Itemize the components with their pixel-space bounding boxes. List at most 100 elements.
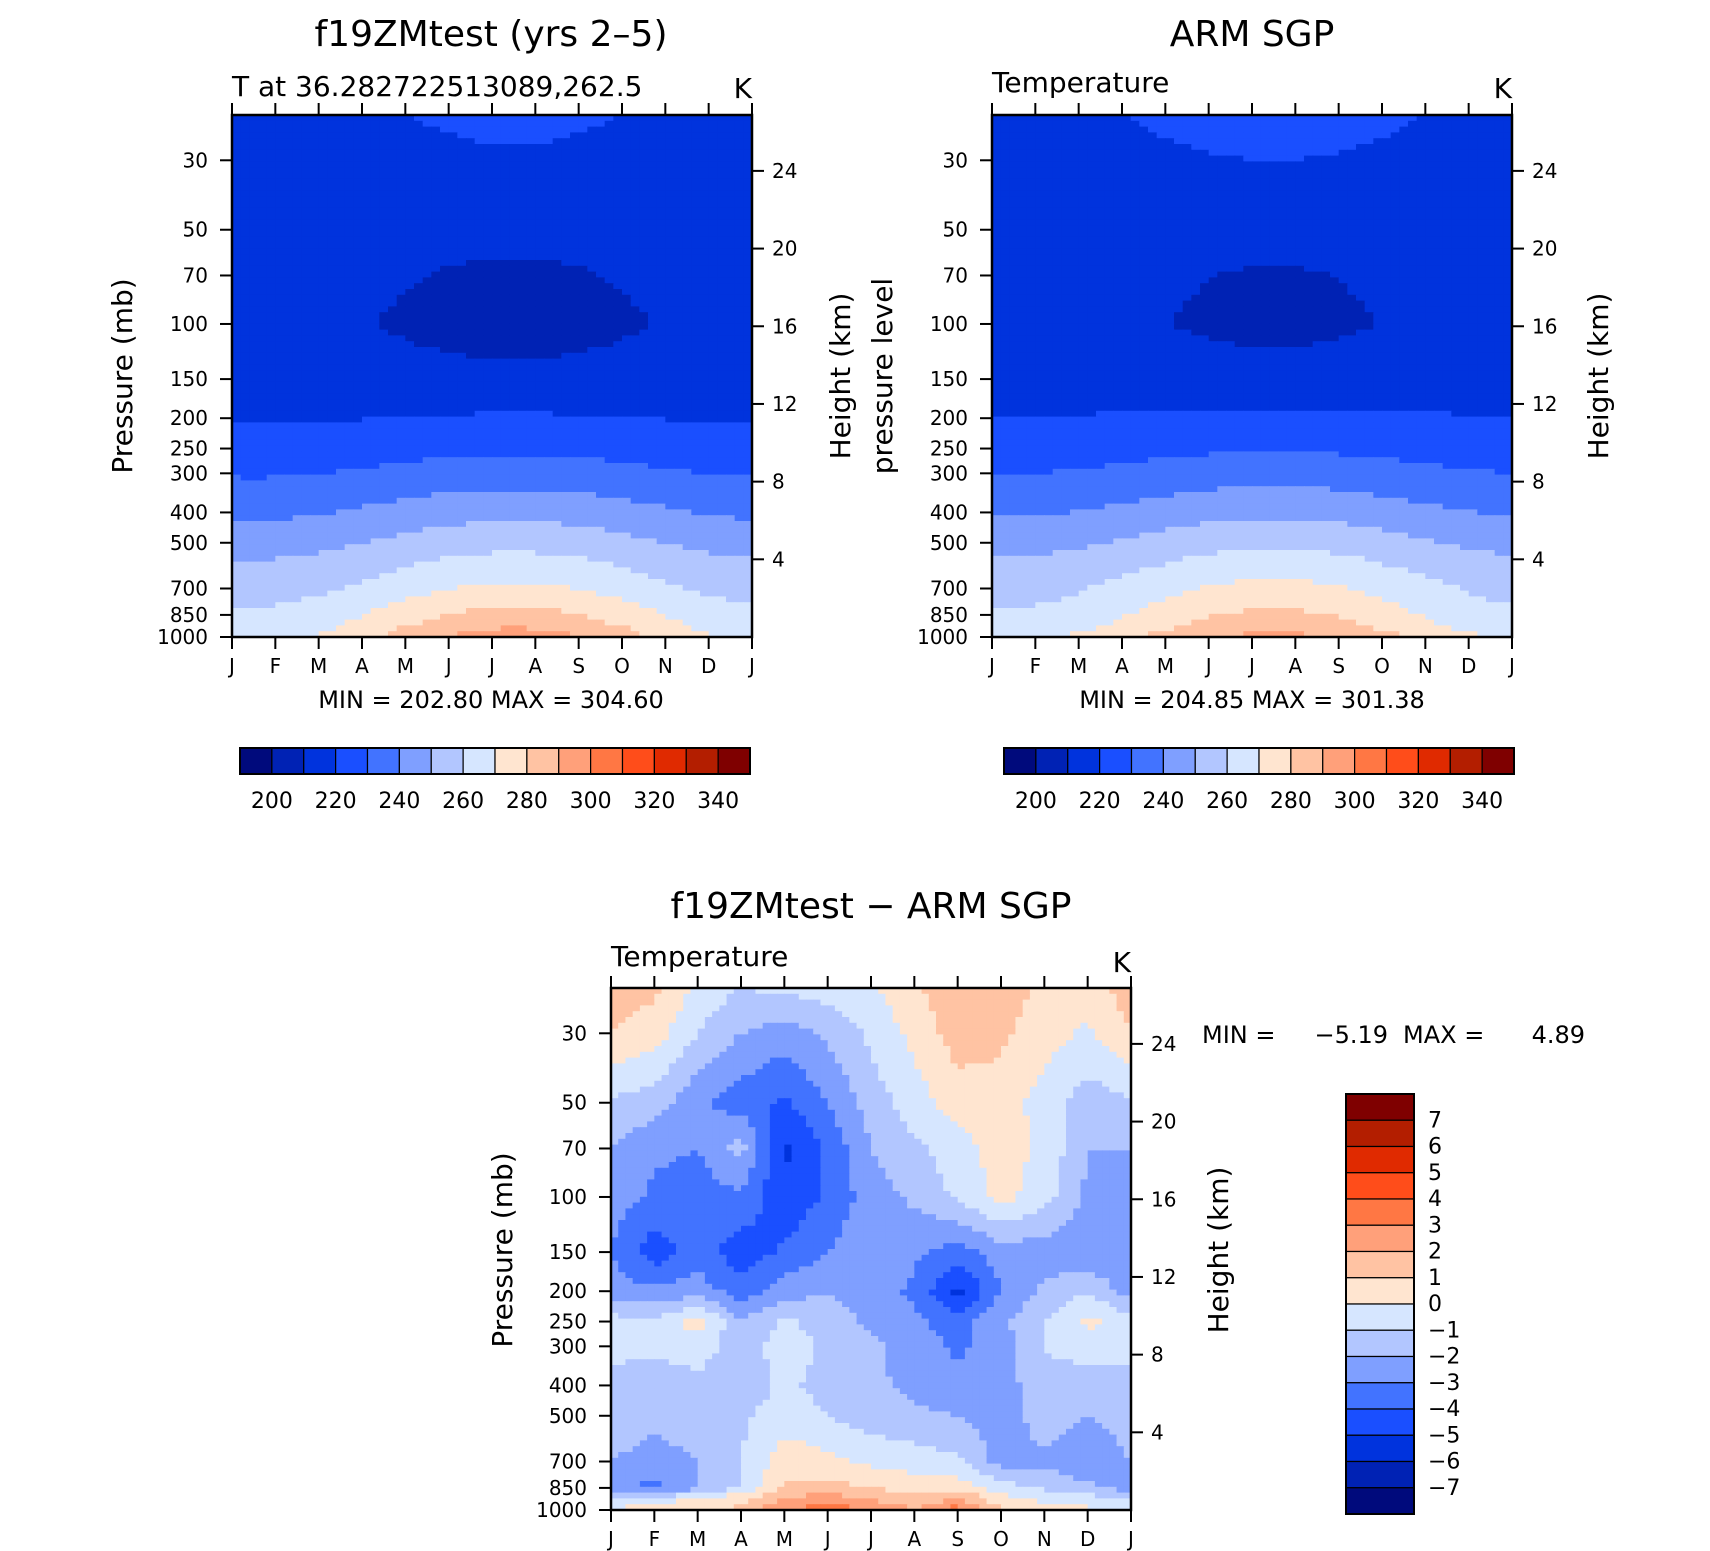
field-cell <box>578 341 588 348</box>
field-cell <box>318 584 328 592</box>
field-cell <box>414 155 424 162</box>
field-cell <box>656 225 666 232</box>
field-cell <box>665 434 675 441</box>
field-cell <box>604 138 614 145</box>
field-cell <box>301 434 311 441</box>
field-cell <box>518 260 528 267</box>
field-cell <box>743 126 752 133</box>
field-cell <box>318 347 328 354</box>
field-cell <box>622 202 632 209</box>
field-cell <box>587 318 597 325</box>
field-cell <box>648 579 658 586</box>
field-cell <box>648 387 658 394</box>
field-cell <box>674 277 684 284</box>
field-cell <box>396 213 406 220</box>
field-cell <box>500 254 510 261</box>
field-cell <box>734 567 744 574</box>
field-cell <box>362 503 372 510</box>
field-cell <box>301 225 311 232</box>
field-cell <box>292 306 302 313</box>
field-cell <box>431 254 441 261</box>
field-cell <box>708 225 718 232</box>
field-cell <box>292 538 302 545</box>
field-cell <box>431 439 441 447</box>
field-cell <box>552 573 562 580</box>
field-cell <box>665 393 675 400</box>
field-cell <box>648 323 658 331</box>
field-cell <box>587 323 597 331</box>
field-cell <box>639 149 649 157</box>
field-cell <box>258 544 268 551</box>
field-cell <box>405 300 415 307</box>
field-cell <box>240 381 250 389</box>
field-cell <box>292 289 302 296</box>
field-cell <box>509 173 519 180</box>
field-cell <box>405 358 415 365</box>
field-cell <box>379 225 389 232</box>
field-cell <box>327 497 337 505</box>
field-cell <box>483 260 493 267</box>
field-cell <box>622 567 632 574</box>
field-cell <box>440 347 450 354</box>
field-cell <box>474 358 484 365</box>
field-cell <box>500 480 510 487</box>
field-cell <box>717 393 727 400</box>
field-cell <box>483 306 493 313</box>
field-cell <box>405 149 415 157</box>
field-cell <box>526 190 536 197</box>
field-cell <box>518 376 528 383</box>
field-cell <box>353 341 363 348</box>
field-cell <box>509 590 519 597</box>
field-cell <box>362 457 372 464</box>
field-cell <box>388 451 398 458</box>
field-cell <box>734 126 744 133</box>
field-cell <box>388 445 398 452</box>
field-cell <box>405 364 415 371</box>
field-cell <box>544 283 554 290</box>
field-cell <box>431 202 441 209</box>
field-cell <box>414 329 424 336</box>
field-cell <box>466 231 476 238</box>
field-cell <box>249 497 259 505</box>
field-cell <box>656 538 666 545</box>
field-cell <box>535 387 545 394</box>
field-cell <box>700 544 710 551</box>
field-cell <box>353 213 363 220</box>
field-cell <box>630 509 640 516</box>
field-cell <box>440 364 450 371</box>
field-cell <box>726 515 736 522</box>
field-cell <box>483 219 493 226</box>
field-cell <box>440 515 450 522</box>
field-cell <box>327 596 337 603</box>
field-cell <box>578 393 588 400</box>
field-cell <box>310 242 320 249</box>
field-cell <box>526 155 536 162</box>
field-cell <box>457 289 467 296</box>
field-cell <box>518 579 528 586</box>
field-cell <box>414 352 424 360</box>
field-cell <box>648 515 658 522</box>
field-cell <box>388 306 398 313</box>
field-cell <box>362 550 372 557</box>
field-cell <box>570 387 580 394</box>
field-cell <box>301 352 311 360</box>
field-cell <box>405 393 415 400</box>
field-cell <box>596 289 606 296</box>
field-cell <box>448 318 458 325</box>
field-cell <box>249 347 259 354</box>
field-cell <box>258 503 268 510</box>
field-cell <box>596 509 606 516</box>
field-cell <box>518 480 528 487</box>
field-cell <box>691 312 701 319</box>
field-cell <box>734 155 744 162</box>
field-cell <box>431 306 441 313</box>
field-cell <box>344 393 354 400</box>
field-cell <box>604 492 614 499</box>
field-cell <box>700 283 710 290</box>
field-cell <box>388 300 398 307</box>
field-cell <box>284 202 294 209</box>
field-cell <box>362 410 372 418</box>
field-cell <box>682 265 692 273</box>
field-cell <box>492 445 502 452</box>
field-cell <box>492 416 502 423</box>
